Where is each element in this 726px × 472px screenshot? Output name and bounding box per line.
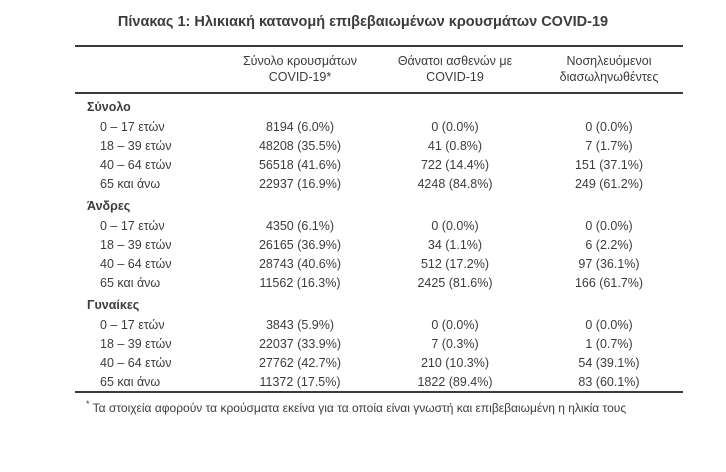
row-label: 0 – 17 ετών — [100, 119, 165, 134]
cell-intubated: 0 (0.0%) — [585, 119, 633, 134]
cell-deaths: 0 (0.0%) — [431, 218, 479, 233]
cell-intubated: 6 (2.2%) — [585, 237, 633, 252]
footnote-text: Τα στοιχεία αφορούν τα κρούσματα εκείνα … — [92, 401, 627, 415]
cell-deaths: 0 (0.0%) — [431, 317, 479, 332]
table-row: 65 και άνω 11372 (17.5%) 1822 (89.4%) 83… — [75, 372, 683, 392]
row-label: 0 – 17 ετών — [100, 218, 165, 233]
cell-deaths: 210 (10.3%) — [420, 355, 490, 370]
cell-cases: 56518 (41.6%) — [258, 157, 341, 172]
cell-intubated: 249 (61.2%) — [574, 176, 644, 191]
column-header-intubated-line1: Νοσηλευόμενοι — [566, 54, 652, 68]
cell-intubated: 166 (61.7%) — [574, 275, 644, 290]
row-label: 65 και άνω — [100, 176, 161, 191]
table-row: 0 – 17 ετών 8194 (6.0%) 0 (0.0%) 0 (0.0%… — [75, 117, 683, 136]
cell-cases: 11372 (17.5%) — [259, 374, 341, 389]
footnote-marker: * — [86, 399, 90, 409]
table-row: 0 – 17 ετών 3843 (5.9%) 0 (0.0%) 0 (0.0%… — [75, 315, 683, 334]
column-header-cases-line1: Σύνολο κρουσμάτων — [242, 54, 358, 68]
table-row: 40 – 64 ετών 56518 (41.6%) 722 (14.4%) 1… — [75, 155, 683, 174]
corner-cell — [75, 46, 225, 93]
column-header-intubated: Νοσηλευόμενοι διασωληνωθέντες — [535, 46, 683, 93]
table-row: 18 – 39 ετών 26165 (36.9%) 34 (1.1%) 6 (… — [75, 235, 683, 254]
row-label: 40 – 64 ετών — [100, 355, 172, 370]
column-header-cases-line2: COVID-19* — [268, 70, 332, 84]
cell-intubated: 151 (37.1%) — [574, 157, 644, 172]
cell-intubated: 83 (60.1%) — [578, 374, 640, 389]
table-row: 40 – 64 ετών 27762 (42.7%) 210 (10.3%) 5… — [75, 353, 683, 372]
row-label: 65 και άνω — [100, 275, 161, 290]
cell-deaths: 1822 (89.4%) — [417, 374, 493, 389]
cell-cases: 22937 (16.9%) — [258, 176, 341, 191]
cell-deaths: 512 (17.2%) — [420, 256, 490, 271]
cell-deaths: 41 (0.8%) — [427, 138, 483, 153]
cell-cases: 8194 (6.0%) — [265, 119, 335, 134]
cell-deaths: 7 (0.3%) — [431, 336, 479, 351]
cell-intubated: 0 (0.0%) — [585, 317, 633, 332]
row-label: 0 – 17 ετών — [100, 317, 165, 332]
section-label: Σύνολο — [87, 99, 131, 114]
header-row: Σύνολο κρουσμάτων COVID-19* Θάνατοι ασθε… — [75, 46, 683, 93]
cell-cases: 27762 (42.7%) — [258, 355, 341, 370]
table-row: 65 και άνω 11562 (16.3%) 2425 (81.6%) 16… — [75, 273, 683, 292]
cell-cases: 22037 (33.9%) — [258, 336, 341, 351]
row-label: 18 – 39 ετών — [100, 138, 172, 153]
table-row: 18 – 39 ετών 22037 (33.9%) 7 (0.3%) 1 (0… — [75, 334, 683, 353]
column-header-cases: Σύνολο κρουσμάτων COVID-19* — [225, 46, 375, 93]
table-body: Σύνολο 0 – 17 ετών 8194 (6.0%) 0 (0.0%) … — [75, 93, 683, 392]
cell-cases: 3843 (5.9%) — [265, 317, 335, 332]
cell-cases: 48208 (35.5%) — [258, 138, 341, 153]
row-label: 18 – 39 ετών — [100, 237, 172, 252]
column-header-deaths: Θάνατοι ασθενών με COVID-19 — [375, 46, 535, 93]
row-label: 40 – 64 ετών — [100, 256, 172, 271]
section-label: Άνδρες — [87, 198, 131, 213]
section-header-women: Γυναίκες — [75, 292, 683, 315]
table-row: 40 – 64 ετών 28743 (40.6%) 512 (17.2%) 9… — [75, 254, 683, 273]
table-row: 0 – 17 ετών 4350 (6.1%) 0 (0.0%) 0 (0.0%… — [75, 216, 683, 235]
table-row: 65 και άνω 22937 (16.9%) 4248 (84.8%) 24… — [75, 174, 683, 193]
cell-cases: 28743 (40.6%) — [258, 256, 341, 271]
cell-intubated: 7 (1.7%) — [585, 138, 633, 153]
cell-deaths: 34 (1.1%) — [427, 237, 483, 252]
section-label: Γυναίκες — [87, 297, 140, 312]
cell-deaths: 0 (0.0%) — [431, 119, 479, 134]
cell-cases: 11562 (16.3%) — [259, 275, 341, 290]
section-header-men: Άνδρες — [75, 193, 683, 216]
column-header-intubated-line2: διασωληνωθέντες — [559, 70, 659, 84]
cell-intubated: 1 (0.7%) — [585, 336, 633, 351]
cell-cases: 26165 (36.9%) — [258, 237, 341, 252]
table-header: Σύνολο κρουσμάτων COVID-19* Θάνατοι ασθε… — [75, 46, 683, 93]
cell-deaths: 2425 (81.6%) — [417, 275, 493, 290]
cell-intubated: 54 (39.1%) — [578, 355, 640, 370]
row-label: 18 – 39 ετών — [100, 336, 172, 351]
cell-cases: 4350 (6.1%) — [265, 218, 335, 233]
table-footnote: * Τα στοιχεία αφορούν τα κρούσματα εκείν… — [86, 397, 686, 416]
cell-intubated: 97 (36.1%) — [578, 256, 640, 271]
cell-deaths: 4248 (84.8%) — [417, 176, 493, 191]
page-title: Πίνακας 1: Ηλικιακή κατανομή επιβεβαιωμέ… — [117, 14, 609, 30]
cell-deaths: 722 (14.4%) — [420, 157, 490, 172]
covid-age-distribution-table: Σύνολο κρουσμάτων COVID-19* Θάνατοι ασθε… — [75, 45, 683, 393]
section-header-total: Σύνολο — [75, 93, 683, 117]
cell-intubated: 0 (0.0%) — [585, 218, 633, 233]
row-label: 65 και άνω — [100, 374, 161, 389]
column-header-deaths-line1: Θάνατοι ασθενών με — [397, 54, 513, 68]
table-row: 18 – 39 ετών 48208 (35.5%) 41 (0.8%) 7 (… — [75, 136, 683, 155]
row-label: 40 – 64 ετών — [100, 157, 172, 172]
column-header-deaths-line2: COVID-19 — [426, 70, 484, 84]
